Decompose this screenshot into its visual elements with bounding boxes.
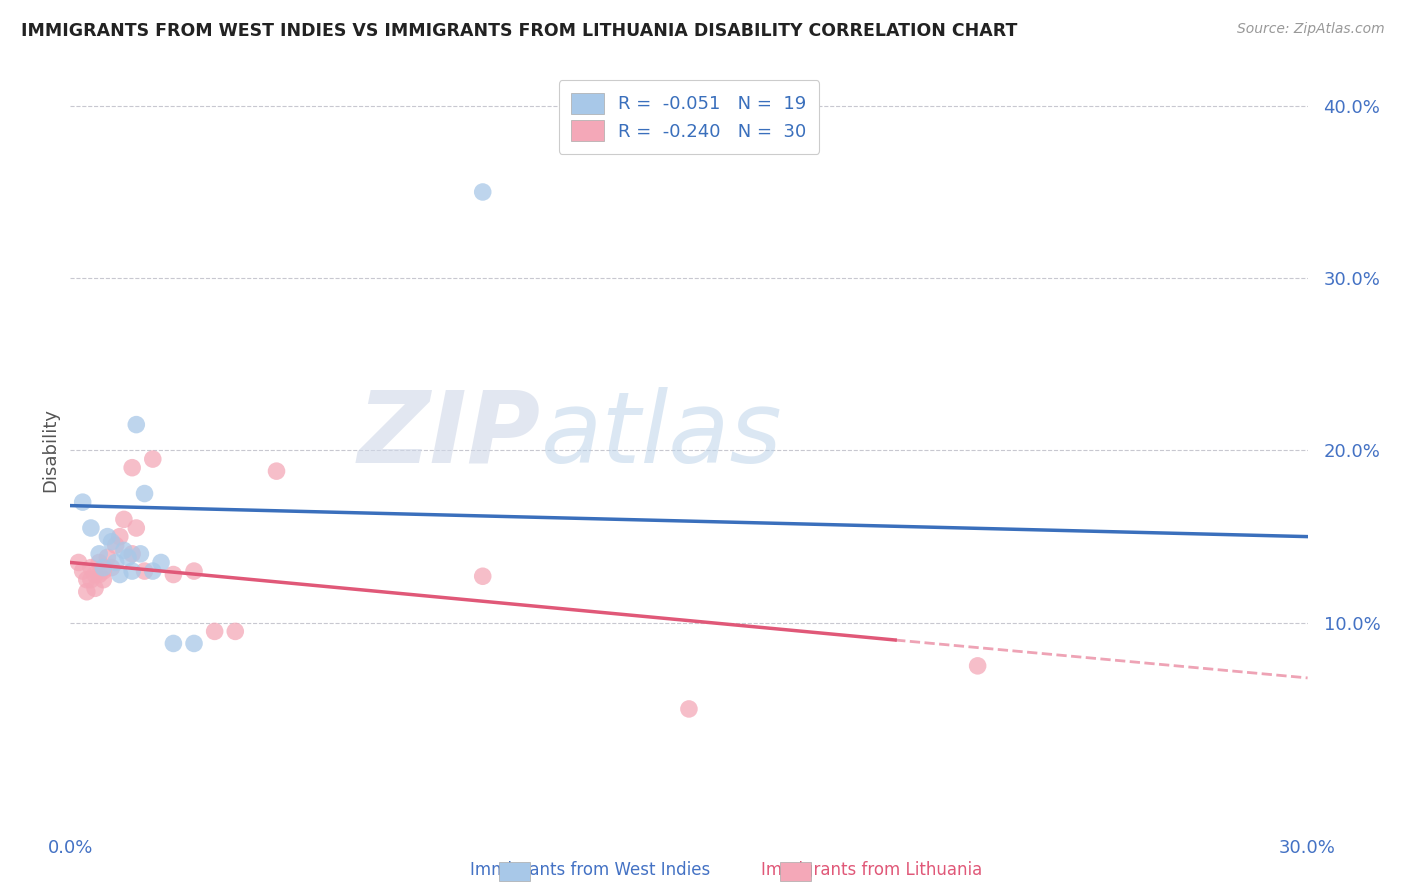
- Point: [125, 417, 148, 432]
- Point: [91, 564, 114, 578]
- Text: Immigrants from Lithuania: Immigrants from Lithuania: [761, 861, 983, 879]
- Point: [91, 573, 114, 587]
- Point: [89, 567, 111, 582]
- Point: [224, 624, 246, 639]
- Point: [91, 560, 114, 574]
- Point: [142, 564, 165, 578]
- Point: [162, 636, 184, 650]
- Point: [84, 567, 107, 582]
- Point: [76, 584, 98, 599]
- Point: [89, 547, 111, 561]
- Point: [162, 567, 184, 582]
- Point: [183, 564, 205, 578]
- Point: [108, 530, 131, 544]
- Point: [80, 521, 103, 535]
- Point: [121, 547, 143, 561]
- Point: [966, 658, 988, 673]
- Point: [142, 452, 165, 467]
- Point: [125, 521, 148, 535]
- Point: [204, 624, 226, 639]
- Text: IMMIGRANTS FROM WEST INDIES VS IMMIGRANTS FROM LITHUANIA DISABILITY CORRELATION : IMMIGRANTS FROM WEST INDIES VS IMMIGRANT…: [21, 22, 1018, 40]
- Point: [80, 560, 103, 574]
- Point: [112, 543, 135, 558]
- Point: [100, 560, 122, 574]
- Text: atlas: atlas: [540, 387, 782, 483]
- Point: [121, 460, 143, 475]
- Point: [67, 556, 90, 570]
- Point: [134, 486, 156, 500]
- Text: Source: ZipAtlas.com: Source: ZipAtlas.com: [1237, 22, 1385, 37]
- Y-axis label: Disability: Disability: [41, 409, 59, 492]
- Point: [72, 495, 94, 509]
- Point: [150, 556, 173, 570]
- Point: [100, 534, 122, 549]
- Point: [80, 573, 103, 587]
- Point: [471, 185, 494, 199]
- Point: [266, 464, 288, 478]
- Point: [678, 702, 700, 716]
- Point: [112, 512, 135, 526]
- Point: [89, 556, 111, 570]
- Point: [117, 550, 139, 565]
- Point: [121, 564, 143, 578]
- Point: [76, 573, 98, 587]
- Legend: R =  -0.051   N =  19, R =  -0.240   N =  30: R = -0.051 N = 19, R = -0.240 N = 30: [558, 80, 820, 153]
- Point: [72, 564, 94, 578]
- Point: [183, 636, 205, 650]
- Point: [96, 550, 118, 565]
- Point: [104, 538, 127, 552]
- Point: [129, 547, 152, 561]
- Point: [84, 582, 107, 596]
- Point: [96, 530, 118, 544]
- Point: [471, 569, 494, 583]
- Point: [104, 556, 127, 570]
- Point: [134, 564, 156, 578]
- Text: Immigrants from West Indies: Immigrants from West Indies: [471, 861, 710, 879]
- Point: [108, 567, 131, 582]
- Text: ZIP: ZIP: [357, 387, 540, 483]
